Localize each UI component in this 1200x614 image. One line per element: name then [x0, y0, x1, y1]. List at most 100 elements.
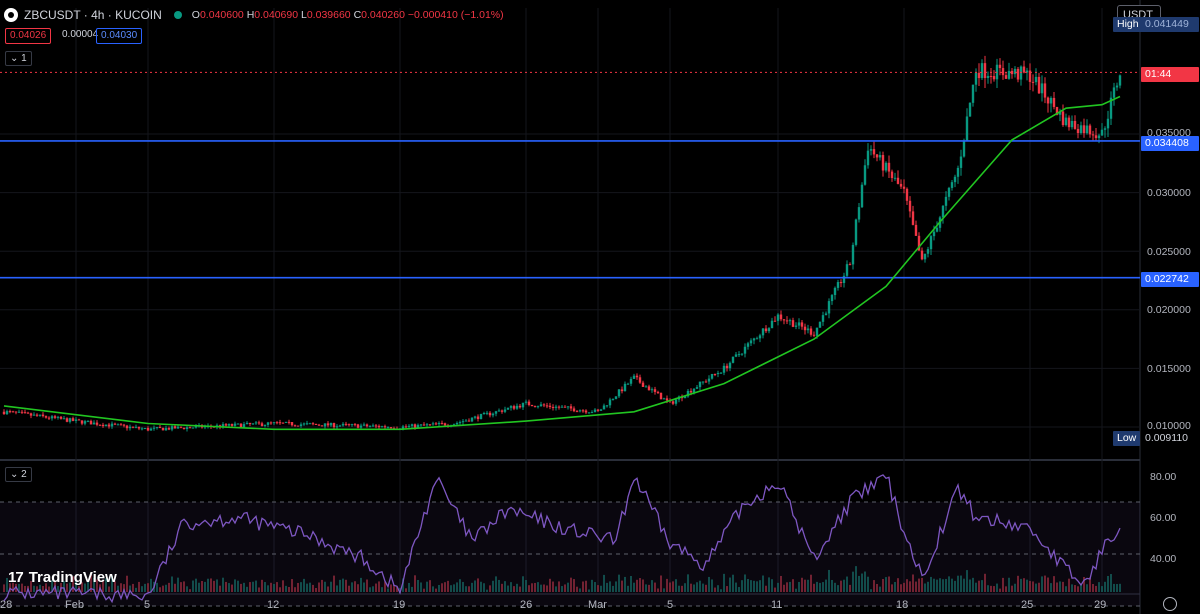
- volume-bar: [1098, 582, 1100, 592]
- volume-bar: [186, 586, 188, 592]
- volume-bar: [330, 581, 332, 592]
- volume-bar: [396, 586, 398, 592]
- candle-body: [116, 424, 120, 426]
- volume-bar: [867, 576, 869, 592]
- price-tick: 0.025000: [1147, 246, 1191, 258]
- volume-bar: [459, 579, 461, 592]
- candle-body: [230, 424, 234, 426]
- candle-body: [278, 422, 282, 424]
- candle-body: [188, 427, 192, 429]
- low-marker-label: Low: [1113, 431, 1141, 446]
- volume-bar: [465, 586, 467, 592]
- volume-bar: [696, 582, 698, 592]
- volume-bar: [501, 583, 503, 592]
- volume-bar: [240, 583, 242, 592]
- candle-body: [323, 423, 327, 427]
- main-pane-collapse-button[interactable]: ⌄ 1: [5, 51, 32, 66]
- volume-bar: [276, 582, 278, 592]
- volume-bar: [450, 585, 452, 592]
- candle-body: [590, 412, 594, 414]
- candle-body: [413, 424, 417, 428]
- countdown-label: 01:44: [1141, 67, 1199, 82]
- candle-body: [725, 365, 729, 369]
- symbol-title[interactable]: ZBCUSDT · 4h · KUCOIN: [24, 8, 162, 22]
- candle-body: [911, 211, 915, 225]
- volume-bar: [93, 577, 95, 592]
- volume-bar: [1002, 577, 1004, 592]
- candle-body: [608, 399, 612, 406]
- volume-bar: [147, 583, 149, 592]
- volume-bar: [96, 579, 98, 592]
- candle-body: [755, 338, 759, 340]
- volume-bar: [846, 576, 848, 592]
- candle-body: [623, 383, 627, 392]
- candle-body: [1001, 68, 1005, 76]
- price-tick: 0.015000: [1147, 363, 1191, 375]
- candle-body: [746, 343, 750, 347]
- candle-body: [329, 423, 333, 426]
- volume-bar: [303, 578, 305, 592]
- volume-bar: [792, 579, 794, 592]
- candle-body: [980, 63, 984, 79]
- candle-body: [902, 186, 906, 189]
- candle-body: [1016, 68, 1020, 80]
- volume-bar: [102, 580, 104, 592]
- volume-bar: [1116, 584, 1118, 592]
- hline-2-label[interactable]: 0.022742: [1141, 272, 1199, 287]
- volume-bar: [114, 581, 116, 592]
- candle-body: [1067, 117, 1071, 128]
- candle-body: [269, 422, 273, 424]
- candle-body: [875, 154, 879, 158]
- volume-bar: [948, 576, 950, 592]
- candle-body: [806, 328, 810, 331]
- volume-bar: [348, 585, 350, 592]
- volume-bar: [984, 573, 986, 592]
- rsi-pane-collapse-button[interactable]: ⌄ 2: [5, 467, 32, 482]
- volume-bar: [633, 582, 635, 592]
- volume-bar: [540, 584, 542, 592]
- buy-price-button[interactable]: 0.04030: [96, 28, 143, 44]
- volume-bar: [861, 573, 863, 592]
- candle-body: [629, 378, 633, 384]
- volume-bar: [909, 581, 911, 592]
- volume-bar: [192, 580, 194, 592]
- candle-body: [593, 409, 597, 413]
- candle-body: [761, 328, 765, 336]
- candle-body: [389, 427, 393, 429]
- candle-body: [974, 72, 978, 85]
- volume-bar: [894, 582, 896, 592]
- settings-icon[interactable]: [1163, 597, 1177, 611]
- candle-body: [419, 424, 423, 426]
- candle-body: [701, 381, 705, 383]
- volume-bar: [936, 579, 938, 592]
- candle-body: [662, 398, 666, 400]
- candle-body: [470, 417, 474, 422]
- volume-bar: [1101, 586, 1103, 592]
- volume-bar: [411, 586, 413, 592]
- volume-bar: [198, 582, 200, 592]
- tradingview-logo[interactable]: 17 TradingView: [8, 569, 117, 586]
- sell-price-button[interactable]: 0.04026: [5, 28, 52, 44]
- candle-body: [44, 416, 48, 418]
- candle-body: [509, 406, 513, 408]
- candle-body: [926, 249, 930, 254]
- volume-bar: [138, 581, 140, 592]
- candle-body: [374, 425, 378, 427]
- candle-body: [425, 424, 429, 426]
- volume-bar: [426, 581, 428, 592]
- volume-bar: [690, 583, 692, 592]
- volume-bar: [963, 578, 965, 592]
- time-tick: 5: [144, 599, 151, 611]
- hline-1-label[interactable]: 0.034408: [1141, 136, 1199, 151]
- volume-bar: [1104, 581, 1106, 592]
- candle-body: [998, 64, 1002, 69]
- volume-bar: [408, 582, 410, 592]
- candle-body: [110, 423, 114, 427]
- volume-bar: [309, 582, 311, 592]
- volume-bar: [189, 589, 191, 592]
- volume-bar: [285, 585, 287, 592]
- candle-body: [122, 424, 126, 426]
- candle-body: [959, 156, 963, 168]
- volume-bar: [996, 583, 998, 592]
